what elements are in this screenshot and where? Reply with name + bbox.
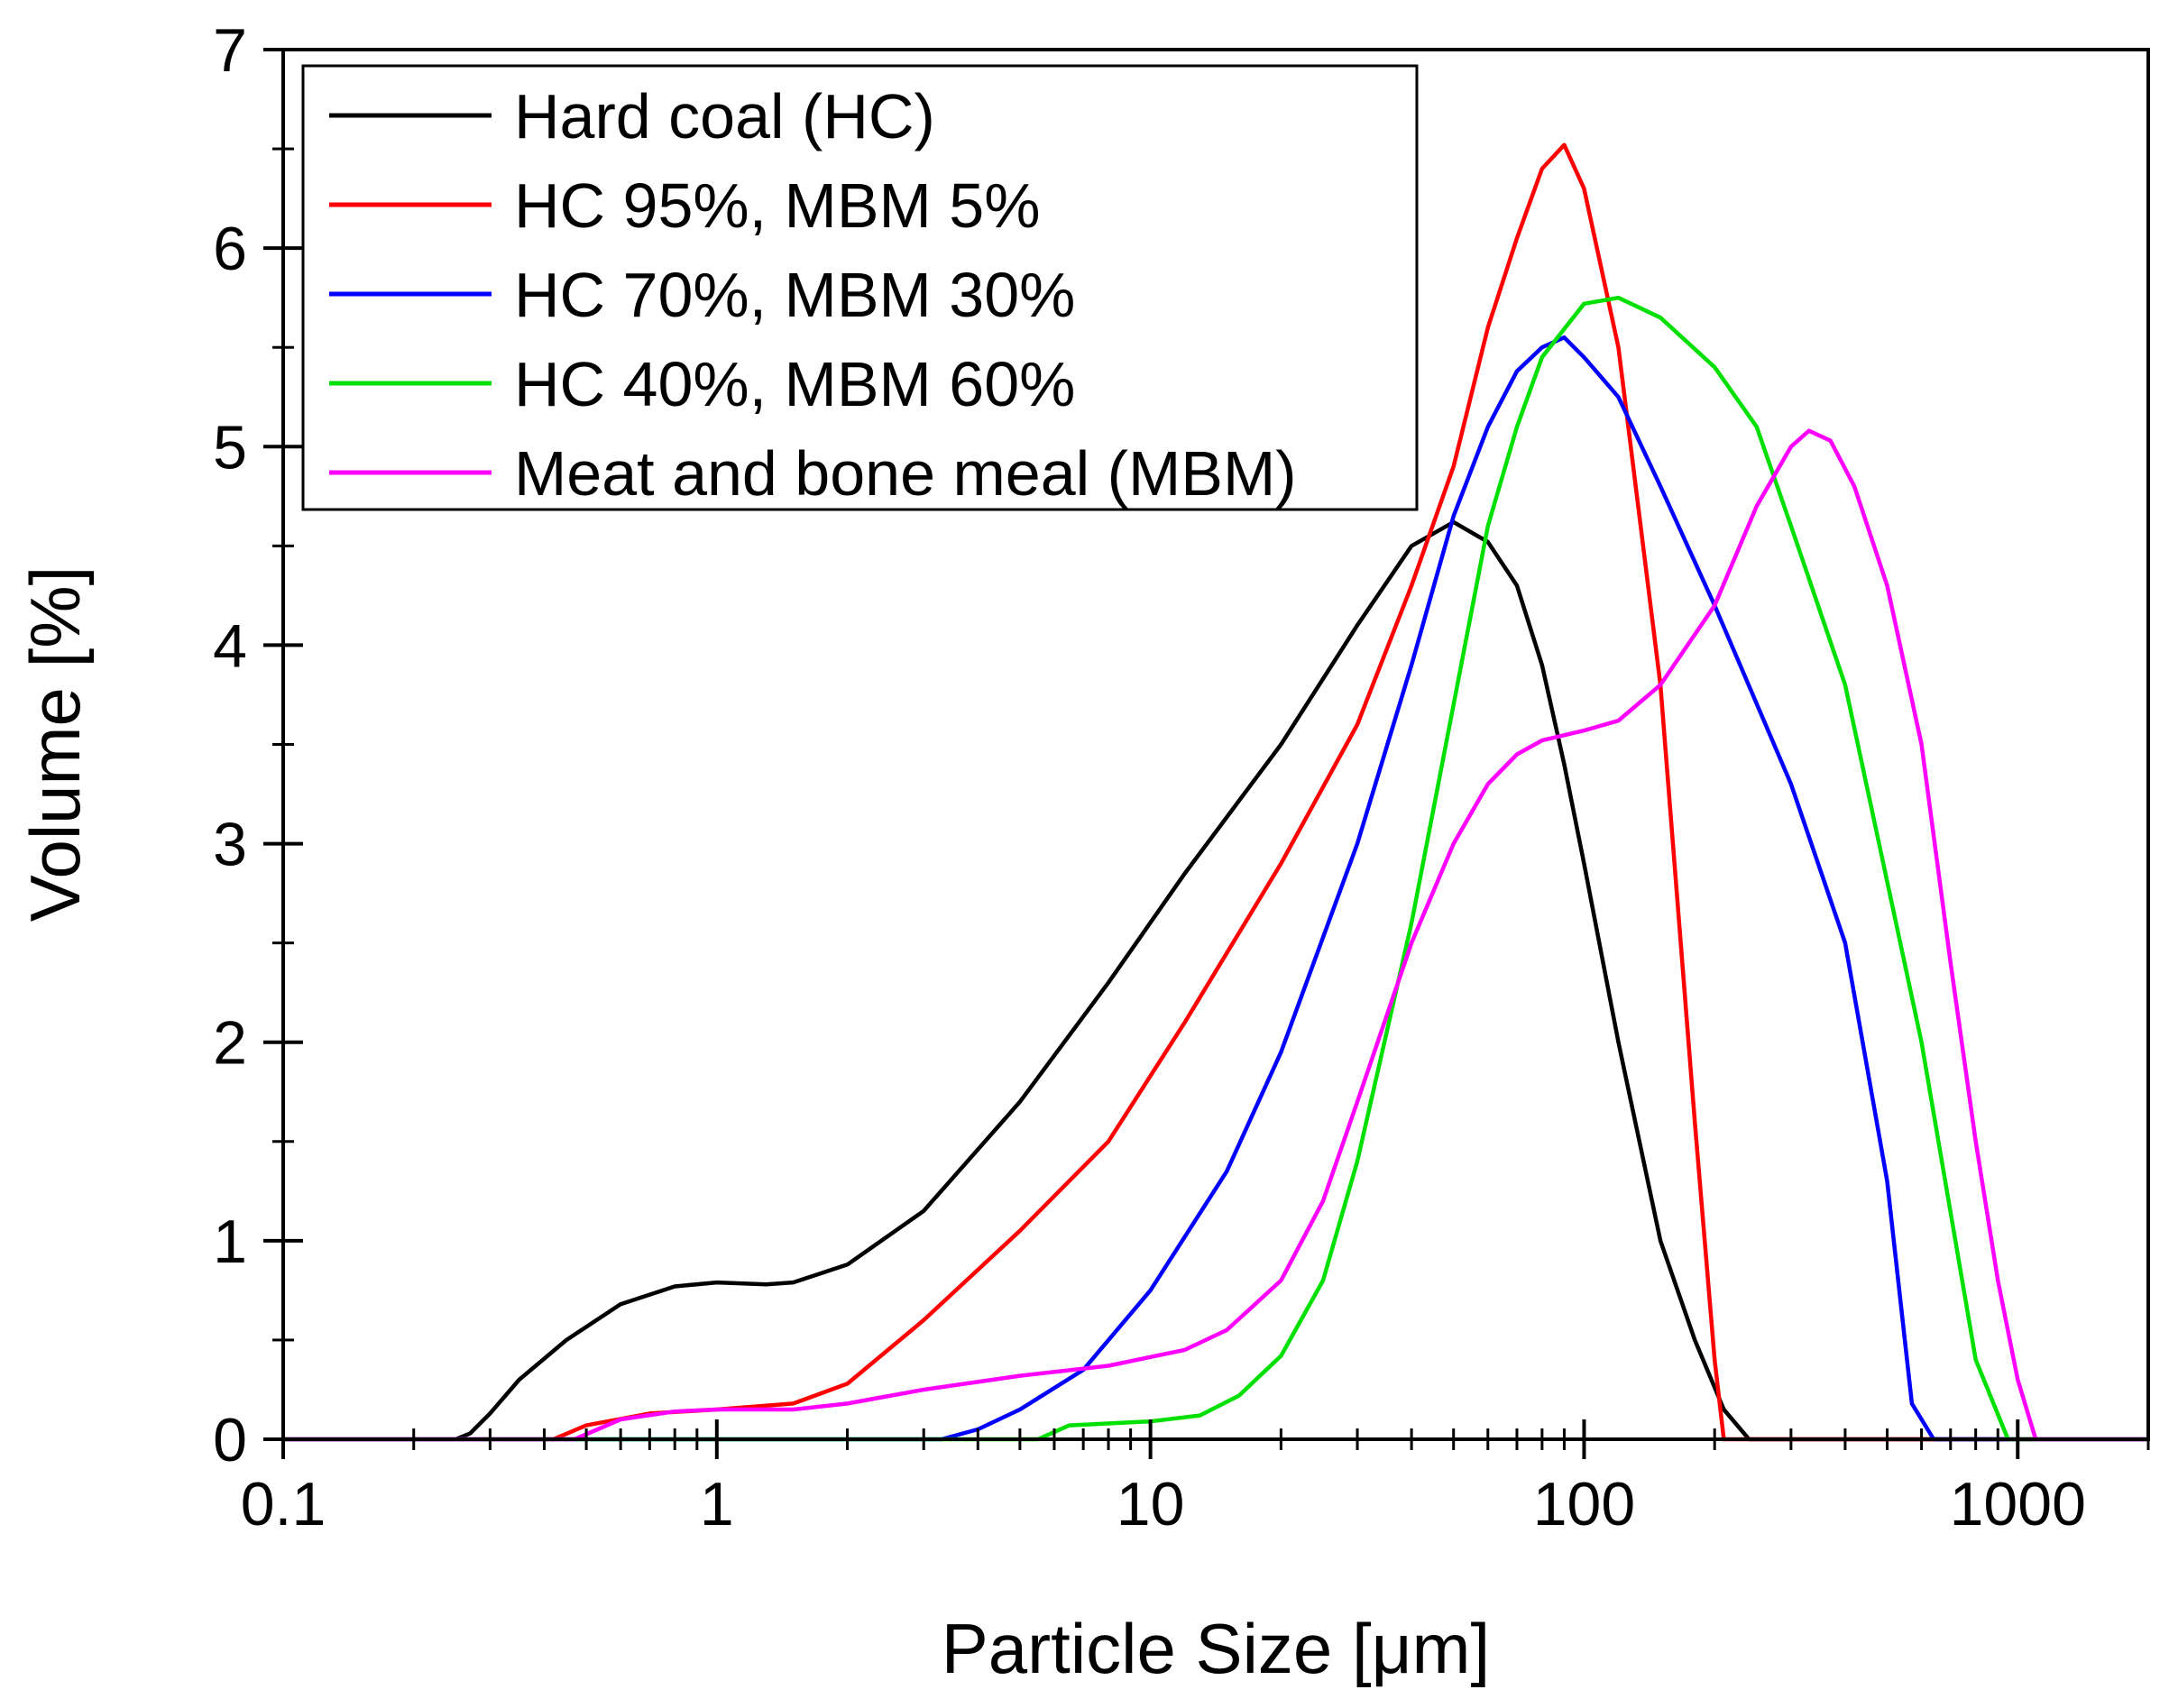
y-tick-label: 6	[213, 215, 247, 283]
x-tick-label: 1000	[1950, 1470, 2086, 1538]
series-layer	[283, 142, 2148, 1442]
legend-label: HC 95%, MBM 5%	[514, 170, 1040, 241]
legend-label: HC 40%, MBM 60%	[514, 349, 1075, 419]
series-line-5	[283, 428, 2148, 1442]
x-tick-label: 0.1	[241, 1470, 326, 1538]
y-axis-title: Volume [%]	[15, 566, 95, 923]
y-tick-label: 3	[213, 811, 247, 879]
x-tick-label: 100	[1533, 1470, 1635, 1538]
ticks-layer: 0.1 1 10 100 1000 0 1 2 3 4 5 6 7	[213, 16, 2150, 1538]
x-tick-label: 1	[700, 1470, 734, 1538]
x-tick-label: 10	[1117, 1470, 1185, 1538]
legend: Hard coal (HC) HC 95%, MBM 5% HC 70%, MBM …	[301, 64, 1419, 511]
y-tick-label: 4	[213, 611, 247, 680]
y-tick-label: 0	[213, 1406, 247, 1474]
y-tick-label: 5	[213, 413, 247, 482]
legend-label: Hard coal (HC)	[514, 81, 935, 152]
y-tick-label: 2	[213, 1009, 247, 1078]
y-tick-label: 7	[213, 16, 247, 85]
legend-items: Hard coal (HC) HC 95%, MBM 5% HC 70%, MBM …	[329, 81, 1297, 509]
y-tick-label: 1	[213, 1208, 247, 1276]
x-axis-title: Particle Size [μm]	[942, 1609, 1490, 1688]
series-line-4	[283, 295, 2148, 1442]
series-line-1	[283, 519, 2148, 1442]
legend-box	[301, 64, 1419, 511]
legend-label: HC 70%, MBM 30%	[514, 260, 1075, 330]
legend-label: Meat and bone meal (MBM)	[514, 438, 1297, 509]
